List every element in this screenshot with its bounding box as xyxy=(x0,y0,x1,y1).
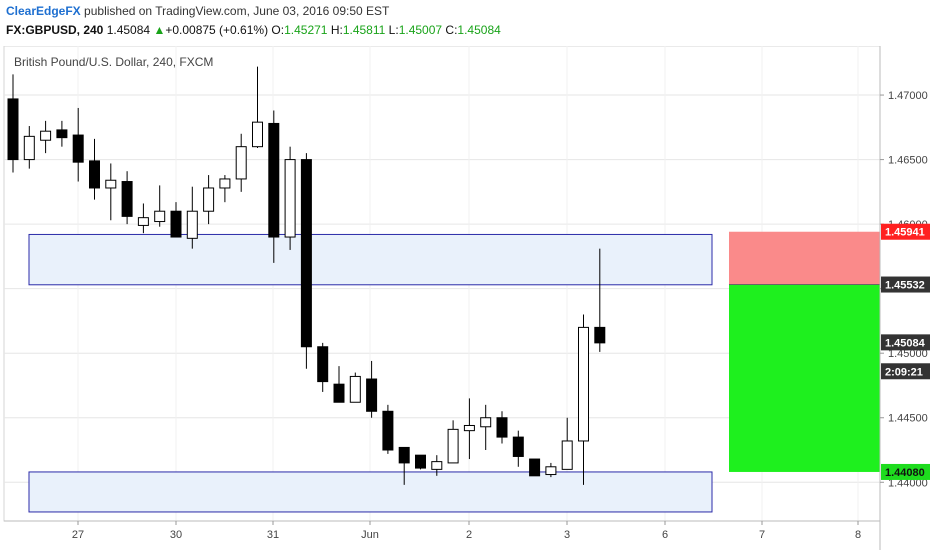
change-arrow-icon: ▲ xyxy=(153,23,166,37)
price-tag-dark xyxy=(881,334,930,351)
resistance-zone[interactable] xyxy=(28,233,713,286)
published-text: published on TradingView.com, June 03, 2… xyxy=(84,4,390,18)
open-label: O: xyxy=(271,23,285,37)
price-tag-label: 1.45532 xyxy=(885,280,925,292)
time-axis[interactable]: 27 30 31 Jun 2 3 6 7 8 xyxy=(72,521,861,541)
candle-up xyxy=(186,210,198,239)
candle-up xyxy=(203,187,215,212)
risk-reward-tool[interactable] xyxy=(729,231,880,472)
candle-up xyxy=(23,135,35,161)
last-price: 1.45084 xyxy=(106,23,151,37)
price-tag-red xyxy=(881,223,930,240)
candle-up xyxy=(463,424,475,432)
x-tick-label: 31 xyxy=(267,529,279,541)
x-tick-label: 27 xyxy=(72,529,84,541)
zones xyxy=(28,233,713,513)
candle-down xyxy=(512,436,524,457)
candle-up xyxy=(431,461,443,470)
author-name[interactable]: ClearEdgeFX xyxy=(6,4,81,18)
price-tag-dark xyxy=(881,276,930,293)
candle-down xyxy=(317,346,329,383)
candle-down xyxy=(594,326,606,344)
candle-down xyxy=(398,446,410,464)
candle-up xyxy=(578,326,589,442)
candle-down xyxy=(72,134,84,163)
candle-up xyxy=(447,428,459,464)
candle-up xyxy=(105,179,117,189)
candle-up xyxy=(561,440,573,470)
open-value: 1.45271 xyxy=(284,23,328,37)
candle-down xyxy=(170,210,182,238)
x-tick-label: 7 xyxy=(759,529,765,541)
price-tag-label: 1.44080 xyxy=(885,467,925,479)
high-label: H: xyxy=(330,23,343,37)
candle-down xyxy=(366,378,378,412)
x-tick-label: 8 xyxy=(855,529,861,541)
profit-target-area[interactable] xyxy=(729,284,880,472)
price-chart[interactable]: British Pound/U.S. Dollar, 240, FXCM 1.4… xyxy=(0,46,932,550)
candle-down xyxy=(300,159,312,348)
symbol-label[interactable]: FX:GBPUSD, 240 xyxy=(6,23,104,37)
candle-up xyxy=(219,178,231,189)
candle-down xyxy=(7,98,19,161)
y-tick-label: 1.45000 xyxy=(888,348,928,360)
y-tick-label: 1.44500 xyxy=(888,413,928,425)
publish-line: ClearEdgeFX published on TradingView.com… xyxy=(6,4,389,18)
x-tick-label: Jun xyxy=(361,529,379,541)
candle-down xyxy=(89,160,100,189)
candle-up xyxy=(480,417,492,428)
candle-down xyxy=(496,417,508,438)
candle-down xyxy=(415,454,426,469)
change-value: +0.00875 (+0.61%) xyxy=(165,23,269,37)
candle-down xyxy=(382,410,394,451)
stop-loss-area[interactable] xyxy=(729,231,880,285)
support-zone[interactable] xyxy=(28,471,713,513)
candle-up xyxy=(545,466,557,476)
candle-up xyxy=(154,210,166,223)
candle-up xyxy=(284,159,296,238)
close-label: C: xyxy=(445,23,458,37)
y-tick-label: 1.47000 xyxy=(888,90,928,102)
x-tick-label: 3 xyxy=(564,529,570,541)
price-tag-dark xyxy=(881,363,930,380)
candle-up xyxy=(235,146,247,180)
low-label: L: xyxy=(388,23,399,37)
y-tick-label: 1.46500 xyxy=(888,155,928,167)
ohlc-line: FX:GBPUSD, 240 1.45084 ▲+0.00875 (+0.61%… xyxy=(6,23,501,37)
price-tag-label: 1.45941 xyxy=(885,227,925,239)
candles xyxy=(7,66,606,485)
price-tag-green xyxy=(881,463,930,480)
x-tick-label: 30 xyxy=(170,529,182,541)
x-tick-label: 2 xyxy=(466,529,472,541)
chart-title: British Pound/U.S. Dollar, 240, FXCM xyxy=(14,55,213,69)
candle-up xyxy=(349,375,361,403)
candle-up xyxy=(252,121,263,148)
chart-header: ClearEdgeFX published on TradingView.com… xyxy=(0,0,932,46)
candle-up xyxy=(137,217,149,226)
price-tag-label: 1.45084 xyxy=(885,337,926,349)
high-value: 1.45811 xyxy=(342,23,386,37)
candle-down xyxy=(121,181,133,217)
candle-down xyxy=(333,383,345,403)
close-value: 1.45084 xyxy=(457,23,501,37)
x-tick-label: 6 xyxy=(662,529,668,541)
candle-down xyxy=(56,129,68,139)
candle-down xyxy=(268,122,280,238)
price-tag-label: 2:09:21 xyxy=(885,366,923,378)
low-value: 1.45007 xyxy=(398,23,443,37)
candle-up xyxy=(40,130,52,141)
price-tags: 1.45941 1.45532 1.45084 2:09:21 1.44080 xyxy=(881,223,930,480)
candle-down xyxy=(529,458,541,477)
y-tick-label: 1.44000 xyxy=(888,477,928,489)
